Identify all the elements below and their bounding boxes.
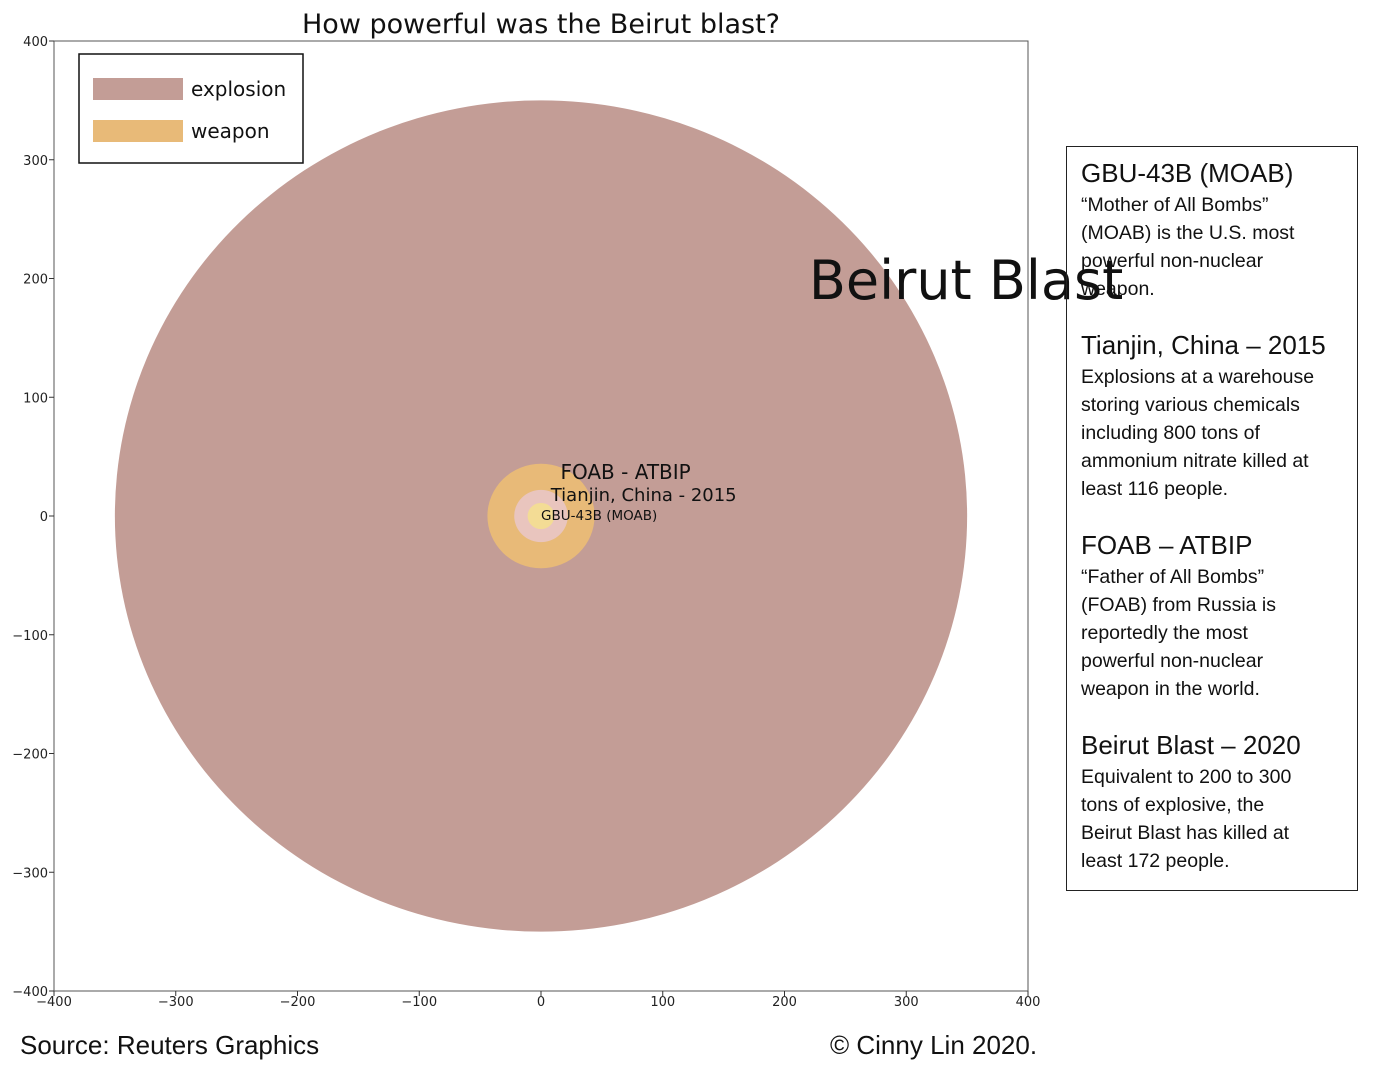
axis-ticks: −400 −300 −200 −100 0 100 200 300 400 400 300 200 10… bbox=[12, 35, 1040, 1010]
x-tick-label: −200 bbox=[280, 995, 316, 1010]
info-panel: GBU-43B (MOAB) “Mother of All Bombs” (MO… bbox=[1066, 146, 1358, 891]
x-tick-label: 300 bbox=[894, 995, 919, 1010]
info-body: Equivalent to 200 to 300 tons of explosi… bbox=[1081, 766, 1292, 872]
y-tick-label: 400 bbox=[23, 35, 48, 50]
y-tick-label: −300 bbox=[12, 866, 48, 881]
y-tick-label: 300 bbox=[23, 154, 48, 169]
source-credit: Source: Reuters Graphics bbox=[20, 1030, 320, 1060]
circle-label-2: Tianjin, China - 2015 bbox=[550, 485, 737, 506]
y-tick-label: 100 bbox=[23, 391, 48, 406]
chart-title: How powerful was the Beirut blast? bbox=[302, 9, 780, 40]
info-heading: FOAB – ATBIP bbox=[1081, 530, 1253, 560]
x-tick-label: −300 bbox=[158, 995, 194, 1010]
info-heading: Tianjin, China – 2015 bbox=[1081, 330, 1326, 360]
info-section-foab: FOAB – ATBIP “Father of All Bombs” (FOAB… bbox=[1081, 529, 1357, 703]
info-heading: Beirut Blast – 2020 bbox=[1081, 730, 1301, 760]
circle-label-0: Beirut Blast bbox=[809, 249, 1123, 312]
x-tick-label: −100 bbox=[401, 995, 437, 1010]
info-section-moab: GBU-43B (MOAB) “Mother of All Bombs” (MO… bbox=[1081, 157, 1357, 303]
legend-swatch bbox=[93, 78, 183, 100]
legend-label: weapon bbox=[191, 119, 270, 143]
circle-label-1: FOAB - ATBIP bbox=[560, 460, 690, 484]
circle-label-3: GBU-43B (MOAB) bbox=[541, 508, 657, 524]
copyright: © Cinny Lin 2020. bbox=[830, 1030, 1038, 1060]
circle-3 bbox=[527, 502, 555, 530]
info-body: “Mother of All Bombs” (MOAB) is the U.S.… bbox=[1081, 194, 1295, 300]
legend-swatch bbox=[93, 120, 183, 142]
legend: explosion weapon bbox=[78, 53, 304, 164]
y-tick-label: 200 bbox=[23, 273, 48, 288]
x-tick-label: 0 bbox=[537, 995, 545, 1010]
y-tick-label: 0 bbox=[40, 510, 48, 525]
x-tick-label: −400 bbox=[36, 995, 72, 1010]
y-tick-label: −100 bbox=[12, 629, 48, 644]
y-tick-label: −400 bbox=[12, 985, 48, 1000]
x-tick-label: 400 bbox=[1016, 995, 1041, 1010]
x-tick-label: 200 bbox=[772, 995, 797, 1010]
legend-label: explosion bbox=[191, 77, 286, 101]
info-body: Explosions at a warehouse storing variou… bbox=[1081, 366, 1315, 500]
info-heading: GBU-43B (MOAB) bbox=[1081, 158, 1294, 188]
legend-box bbox=[78, 53, 304, 164]
info-section-tianjin: Tianjin, China – 2015 Explosions at a wa… bbox=[1081, 329, 1357, 503]
info-section-beirut: Beirut Blast – 2020 Equivalent to 200 to… bbox=[1081, 729, 1357, 875]
info-body: “Father of All Bombs” (FOAB) from Russia… bbox=[1081, 566, 1277, 700]
x-tick-label: 100 bbox=[650, 995, 675, 1010]
y-tick-label: −200 bbox=[12, 748, 48, 763]
